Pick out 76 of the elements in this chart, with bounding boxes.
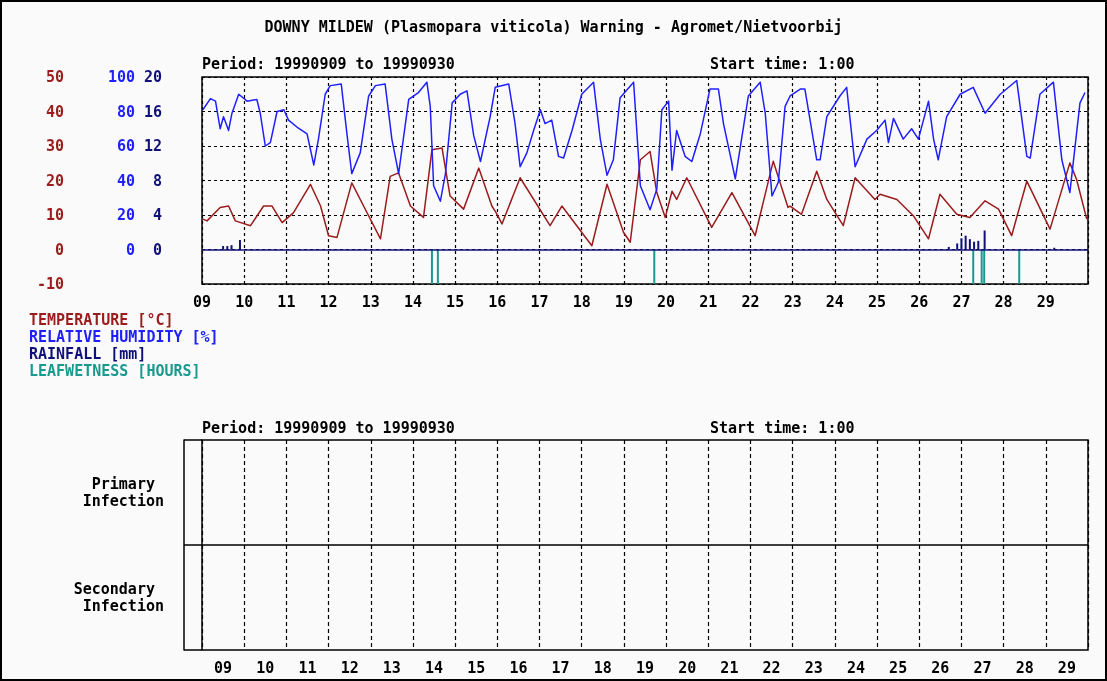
y-tick-label: 20 [45, 171, 64, 190]
y-tick-label: Primary Infection [82, 475, 164, 510]
bar [653, 249, 656, 284]
text: LEAFWETNESS [HOURS] [29, 361, 201, 380]
x-tick-label: 09 [192, 292, 212, 311]
x-tick-label: 14 [403, 292, 422, 311]
text: RELATIVE HUMIDITY [%] [29, 327, 219, 346]
x-tick-label: 10 [235, 292, 254, 311]
x-tick-label: 13 [382, 658, 401, 677]
bar [430, 249, 433, 284]
x-tick-label: 23 [804, 658, 823, 677]
chart-title: DOWNY MILDEW (Plasmopara viticola) Warning - Agromet/Nietvoorbij [264, 17, 843, 36]
x-tick-label: 15 [467, 658, 486, 677]
text: Period: 19990909 to 19990930 [202, 418, 455, 437]
text: TEMPERATURE [°C] [29, 310, 174, 329]
y2-tick-label: 0 [125, 240, 135, 259]
x-tick-label: 18 [593, 658, 612, 677]
y2-tick-label: 100 [107, 68, 135, 86]
y-tick-label: 50 [45, 68, 64, 86]
x-tick-label: 24 [825, 292, 844, 311]
text: Start time: 1:00 [710, 418, 855, 437]
x-tick-label: 22 [741, 292, 760, 311]
bar [980, 249, 983, 284]
x-tick-label: 16 [488, 292, 507, 311]
y-tick-label: 40 [45, 102, 64, 121]
y-tick-label: -10 [36, 275, 64, 293]
y-tick-label: 0 [54, 240, 64, 259]
y-tick-label: Secondary Infection [73, 580, 164, 615]
x-tick-label: 19 [614, 292, 633, 311]
x-tick-label: 26 [910, 292, 929, 311]
x-tick-label: 18 [572, 292, 591, 311]
x-tick-label: 12 [319, 292, 338, 311]
bar [983, 249, 986, 284]
x-tick-label: 13 [361, 292, 380, 311]
x-tick-label: 16 [509, 658, 528, 677]
x-tick-label: 11 [298, 658, 317, 677]
x-tick-label: 11 [277, 292, 296, 311]
x-tick-label: 12 [340, 658, 359, 677]
x-tick-label: 17 [551, 658, 570, 677]
x-tick-label: 28 [994, 292, 1013, 311]
x-tick-label: 19 [635, 658, 655, 677]
x-tick-label: 27 [973, 658, 992, 677]
y-tick-label: 10 [45, 206, 64, 224]
x-tick-label: 14 [425, 658, 444, 677]
bar [1018, 249, 1021, 284]
y3-tick-label: 12 [143, 137, 162, 155]
x-tick-label: 28 [1015, 658, 1034, 677]
x-tick-label: 15 [446, 292, 465, 311]
y2-tick-label: 80 [116, 102, 135, 121]
bar [436, 249, 439, 284]
x-tick-label: 21 [699, 292, 718, 311]
x-tick-label: 27 [952, 292, 971, 311]
x-tick-label: 21 [720, 658, 739, 677]
x-tick-label: 25 [889, 658, 908, 677]
bar [972, 249, 975, 284]
y2-tick-label: 60 [116, 137, 135, 155]
text: RAINFALL [mm] [29, 344, 147, 363]
x-tick-label: 29 [1036, 292, 1055, 311]
x-tick-label: 09 [214, 658, 233, 677]
y3-tick-label: 4 [152, 206, 162, 224]
x-tick-label: 23 [783, 292, 802, 311]
x-tick-label: 25 [868, 292, 887, 311]
y3-tick-label: 8 [152, 171, 162, 190]
x-tick-label: 10 [256, 658, 275, 677]
line-series [202, 147, 1088, 247]
y-tick-label: 30 [45, 137, 64, 155]
text: Start time: 1:00 [710, 54, 855, 73]
x-tick-label: 17 [530, 292, 549, 311]
x-tick-label: 22 [762, 658, 781, 677]
x-tick-label: 20 [657, 292, 676, 311]
x-tick-label: 20 [678, 658, 697, 677]
x-tick-label: 24 [846, 658, 865, 677]
x-tick-label: 26 [931, 658, 950, 677]
text: Period: 19990909 to 19990930 [202, 54, 455, 73]
x-tick-label: 29 [1057, 658, 1076, 677]
y3-tick-label: 16 [143, 102, 162, 121]
